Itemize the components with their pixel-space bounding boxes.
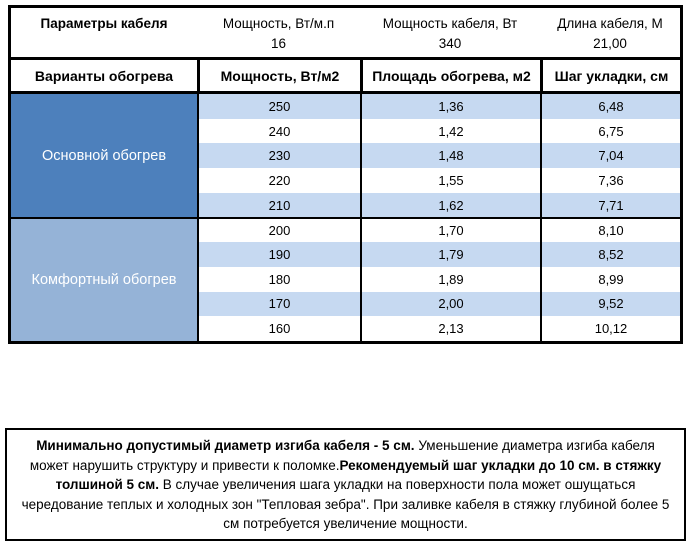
data-cell: 1,48 <box>360 143 540 169</box>
heating-cable-table: Параметры кабеля Мощность, Вт/м.п Мощнос… <box>8 5 683 344</box>
data-cell: 200 <box>197 217 360 243</box>
data-cell: 8,52 <box>540 242 680 267</box>
data-cell: 2,00 <box>360 291 540 317</box>
params-empty-cell <box>11 36 197 57</box>
data-cell: 1,42 <box>360 118 540 144</box>
data-cell: 190 <box>197 242 360 267</box>
data-cell: 6,48 <box>540 94 680 119</box>
cable-length-header: Длина кабеля, М <box>557 16 663 31</box>
data-cell: 9,52 <box>540 291 680 317</box>
data-cell: 220 <box>197 168 360 193</box>
data-cell: 170 <box>197 291 360 317</box>
data-cell: 240 <box>197 118 360 144</box>
data-cell: 160 <box>197 316 360 341</box>
data-cell: 230 <box>197 143 360 169</box>
power-per-meter-value: 16 <box>270 36 287 51</box>
data-cell: 1,62 <box>360 192 540 218</box>
params-title: Параметры кабеля <box>40 16 168 31</box>
note-text-segment: Рекомендуемый шаг укладки до 10 см. в ст… <box>55 457 662 493</box>
power-density-header: Мощность, Вт/м2 <box>197 60 360 91</box>
data-cell: 6,75 <box>540 118 680 144</box>
data-cell: 210 <box>197 192 360 218</box>
note-text-segment: Уменьшение диаметра изгиба кабеля может … <box>29 438 655 473</box>
data-cell: 1,70 <box>360 217 540 243</box>
column-headers-row: Варианты обогрева Мощность, Вт/м2 Площад… <box>11 57 680 91</box>
data-cell: 7,71 <box>540 192 680 218</box>
laying-step-header: Шаг укладки, см <box>540 60 680 91</box>
note-box: Минимально допустимый диаметр изгиба каб… <box>5 428 686 541</box>
data-cell: 180 <box>197 266 360 292</box>
data-cell: 10,12 <box>540 316 680 341</box>
data-cell: 7,04 <box>540 143 680 169</box>
data-cell: 1,55 <box>360 168 540 193</box>
group-label: Комфортный обогрев <box>11 217 197 341</box>
data-cell: 1,89 <box>360 266 540 292</box>
cable-power-header: Мощность кабеля, Вт <box>382 16 518 31</box>
group-label: Основной обогрев <box>11 94 197 218</box>
data-cell: 8,10 <box>540 217 680 243</box>
data-cell: 2,13 <box>360 316 540 341</box>
data-grid: Основной обогрев 250 1,36 6,48 240 1,42 6,75 23… <box>11 91 680 341</box>
data-cell: 1,36 <box>360 94 540 119</box>
power-per-meter-header: Мощность, Вт/м.п <box>222 16 335 31</box>
note-text-segment: В случае увеличения шага укладки на пове… <box>21 477 670 531</box>
note-text-segment: Минимально допустимый диаметр изгиба каб… <box>36 438 415 453</box>
data-cell: 7,36 <box>540 168 680 193</box>
cable-power-value: 340 <box>438 36 462 51</box>
data-cell: 250 <box>197 94 360 119</box>
heating-area-header: Площадь обогрева, м2 <box>360 60 540 91</box>
cable-params-section: Параметры кабеля Мощность, Вт/м.п Мощнос… <box>11 8 680 57</box>
variants-header: Варианты обогрева <box>34 67 174 84</box>
data-cell: 1,79 <box>360 242 540 267</box>
cable-length-value: 21,00 <box>593 36 627 51</box>
data-cell: 8,99 <box>540 266 680 292</box>
